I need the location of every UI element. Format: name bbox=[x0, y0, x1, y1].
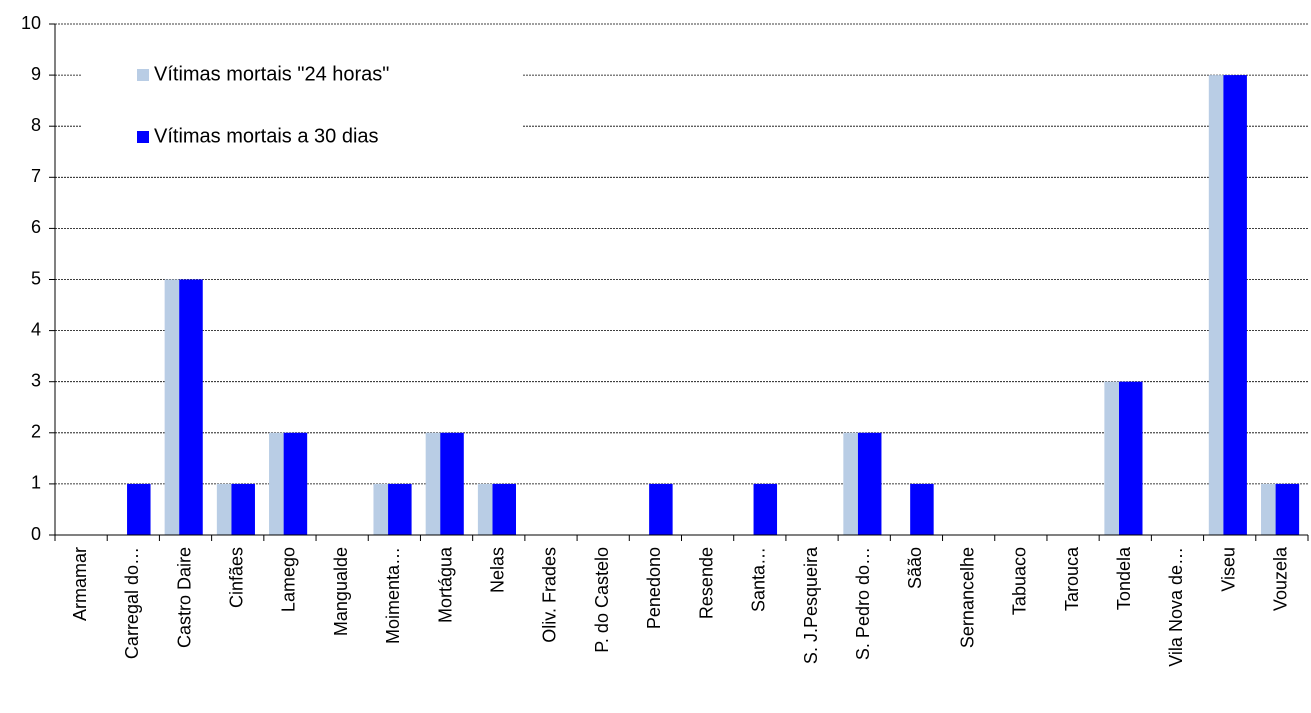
bar bbox=[440, 432, 464, 535]
x-tick-label: Resende bbox=[696, 547, 716, 619]
bar bbox=[753, 483, 778, 535]
y-tick-label: 9 bbox=[31, 64, 41, 84]
bar bbox=[127, 483, 151, 535]
x-tick-label: S. Pedro do… bbox=[853, 547, 873, 660]
x-tick-label: P. do Castelo bbox=[592, 547, 612, 653]
y-tick-label: 8 bbox=[31, 115, 41, 135]
y-tick-label: 4 bbox=[31, 319, 41, 339]
y-tick-label: 6 bbox=[31, 217, 41, 237]
legend-swatch bbox=[137, 131, 149, 143]
x-tick-label: Mangualde bbox=[331, 547, 351, 636]
x-tick-label: Castro Daire bbox=[174, 547, 194, 648]
x-tick-label: Armamar bbox=[70, 547, 90, 621]
legend-label: Vítimas mortais "24 horas" bbox=[154, 63, 389, 85]
bar bbox=[1275, 483, 1300, 535]
bar bbox=[649, 483, 673, 535]
x-tick-label: Santa… bbox=[749, 547, 769, 612]
y-tick-label: 7 bbox=[31, 166, 41, 186]
bar bbox=[857, 432, 882, 535]
x-tick-label: Tondela bbox=[1114, 546, 1134, 610]
y-tick-label: 0 bbox=[31, 524, 41, 544]
x-tick-label: Moimenta… bbox=[383, 547, 403, 644]
y-tick-label: 2 bbox=[31, 422, 41, 442]
bar bbox=[283, 432, 308, 535]
x-tick-label: Tabuaco bbox=[1010, 547, 1030, 615]
x-tick-label: Lamego bbox=[279, 547, 299, 612]
legend-swatch bbox=[137, 69, 149, 81]
x-tick-label: Viseu bbox=[1218, 547, 1238, 592]
bar bbox=[910, 483, 934, 535]
x-tick-label: Sãão bbox=[905, 547, 925, 589]
y-tick-label: 10 bbox=[21, 13, 41, 33]
x-tick-label: Oliv. Frades bbox=[540, 547, 560, 643]
x-tick-label: Tarouca bbox=[1062, 546, 1082, 611]
y-tick-label: 5 bbox=[31, 268, 41, 288]
x-tick-label: Penedono bbox=[644, 547, 664, 629]
x-tick-label: Vila Nova de… bbox=[1166, 547, 1186, 667]
x-tick-label: Vouzela bbox=[1271, 546, 1291, 611]
bar bbox=[231, 483, 255, 535]
x-tick-label: Nelas bbox=[488, 547, 508, 593]
legend-box bbox=[82, 48, 522, 160]
legend-label: Vítimas mortais a 30 dias bbox=[154, 125, 379, 147]
x-tick-label: S. J.Pesqueira bbox=[801, 546, 821, 664]
y-tick-label: 3 bbox=[31, 370, 41, 390]
x-tick-label: Carregal do… bbox=[122, 547, 142, 659]
bar bbox=[492, 483, 516, 535]
bar bbox=[1119, 381, 1143, 535]
y-tick-label: 1 bbox=[31, 473, 41, 493]
x-tick-label: Mortágua bbox=[435, 546, 455, 623]
x-tick-label: Cinfães bbox=[226, 547, 246, 608]
x-tick-label: Sernancelhe bbox=[957, 547, 977, 648]
bar bbox=[388, 483, 412, 535]
bar bbox=[179, 279, 203, 535]
bar bbox=[1223, 75, 1247, 535]
